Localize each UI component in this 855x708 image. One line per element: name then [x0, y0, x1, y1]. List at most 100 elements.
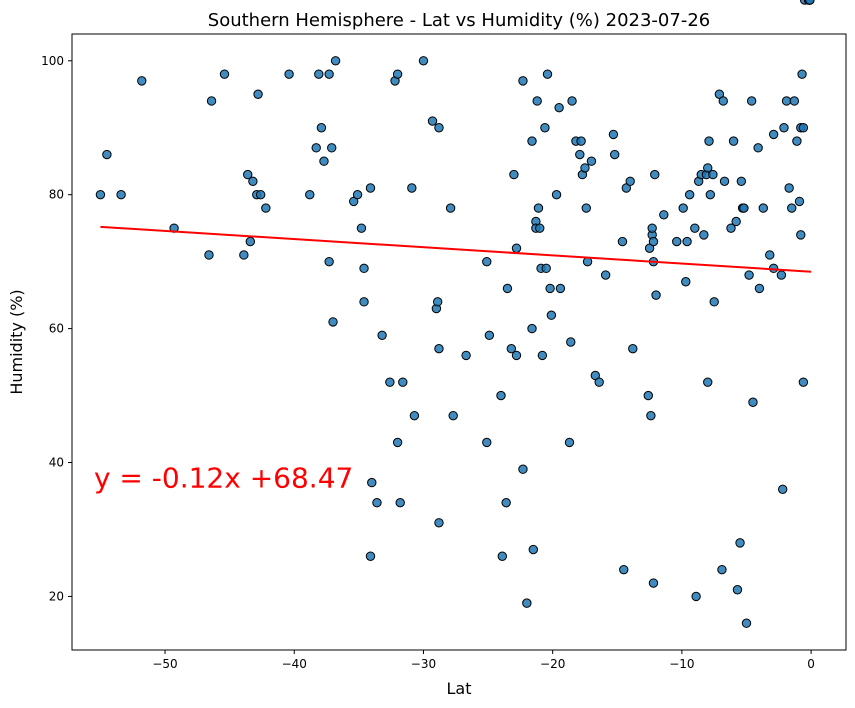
- data-point: [796, 230, 806, 240]
- data-point: [418, 56, 429, 66]
- data-point: [367, 477, 377, 488]
- data-point: [784, 183, 794, 193]
- data-point: [319, 156, 329, 166]
- data-point: [255, 189, 266, 200]
- x-axis-ticks: −50 −40 −30 −20 −10 0: [152, 650, 815, 671]
- x-tick-label: −30: [411, 657, 436, 671]
- data-point: [546, 310, 557, 320]
- data-point: [324, 69, 334, 79]
- data-point: [736, 176, 747, 187]
- data-point: [328, 317, 338, 327]
- data-point: [600, 270, 611, 280]
- data-point: [518, 464, 528, 474]
- x-tick-label: −10: [669, 657, 694, 671]
- data-point: [137, 76, 147, 86]
- data-point: [445, 203, 456, 213]
- data-point: [409, 410, 420, 421]
- data-point: [735, 538, 745, 548]
- data-point: [744, 270, 754, 280]
- data-point: [554, 102, 564, 113]
- y-tick-label: 40: [49, 456, 64, 470]
- data-point: [511, 243, 522, 253]
- data-point: [116, 189, 126, 200]
- data-point: [533, 203, 544, 213]
- data-point: [619, 564, 629, 575]
- data-point: [768, 129, 779, 140]
- data-point: [522, 598, 532, 608]
- data-point: [651, 290, 661, 300]
- data-point: [482, 256, 492, 267]
- data-point: [684, 189, 695, 200]
- y-tick-label: 20: [49, 589, 64, 603]
- data-point: [330, 56, 341, 66]
- data-point: [555, 283, 566, 294]
- data-point: [484, 330, 495, 341]
- data-point: [575, 149, 585, 160]
- data-point: [535, 223, 545, 233]
- data-point: [703, 163, 713, 173]
- regression-line: [100, 225, 812, 273]
- data-point: [496, 390, 506, 401]
- data-point: [789, 96, 800, 106]
- data-point: [682, 236, 692, 247]
- data-point: [779, 123, 789, 133]
- data-point: [739, 203, 749, 213]
- data-point: [709, 297, 719, 307]
- data-point: [681, 277, 691, 287]
- data-point: [527, 136, 537, 146]
- data-point: [284, 69, 294, 79]
- y-axis-ticks: 20 40 60 80 100: [41, 54, 72, 603]
- data-point: [564, 437, 575, 448]
- data-point: [432, 297, 443, 307]
- data-point: [327, 143, 337, 153]
- data-point: [805, 0, 815, 5]
- data-point: [239, 250, 249, 260]
- data-point: [648, 578, 659, 588]
- data-point: [650, 169, 660, 180]
- data-point: [758, 203, 769, 213]
- data-point: [509, 169, 519, 180]
- data-point: [359, 297, 369, 307]
- data-point: [777, 484, 788, 495]
- data-point: [497, 551, 507, 561]
- scatter-points: [95, 0, 815, 628]
- data-point: [206, 96, 217, 106]
- data-point: [392, 69, 403, 79]
- x-tick-label: −50: [152, 657, 177, 671]
- data-point: [703, 377, 713, 387]
- data-point: [434, 518, 444, 528]
- data-point: [219, 69, 230, 79]
- chart-title: Southern Hemisphere - Lat vs Humidity (%…: [208, 10, 710, 31]
- data-point: [732, 585, 743, 595]
- data-point: [728, 136, 739, 146]
- data-point: [754, 283, 765, 294]
- data-point: [482, 437, 492, 448]
- data-point: [580, 163, 590, 173]
- data-point: [102, 149, 112, 160]
- data-point: [365, 551, 376, 561]
- data-point: [748, 397, 758, 407]
- data-point: [741, 618, 752, 628]
- data-point: [746, 96, 757, 106]
- data-point: [243, 169, 253, 180]
- data-point: [647, 223, 657, 233]
- data-point: [541, 263, 551, 274]
- data-point: [581, 203, 591, 213]
- y-tick-label: 100: [41, 54, 64, 68]
- data-point: [794, 196, 805, 207]
- x-tick-label: −40: [282, 657, 307, 671]
- data-point: [545, 283, 555, 294]
- data-point: [672, 236, 682, 247]
- data-point: [385, 377, 395, 387]
- data-point: [691, 591, 701, 602]
- data-point: [359, 263, 369, 274]
- data-point: [506, 343, 517, 354]
- data-point: [527, 323, 537, 334]
- data-point: [518, 76, 528, 86]
- data-point: [704, 136, 714, 146]
- data-point: [787, 203, 797, 213]
- data-point: [690, 223, 700, 233]
- x-axis-label: Lat: [447, 679, 472, 698]
- data-point: [511, 350, 522, 361]
- data-point: [625, 176, 635, 187]
